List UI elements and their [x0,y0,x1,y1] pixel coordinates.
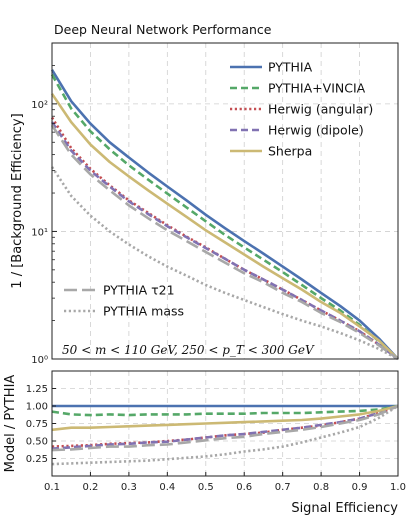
bottom-xtick-label: 0.4 [159,482,175,493]
bottom-xtick-label: 0.6 [236,482,252,493]
top-series-herwig-angular [50,116,399,361]
top-y-axis-label: 1 / [Background Efficiency] [10,113,25,288]
legend-label-herwig-dipole: Herwig (dipole) [268,123,364,138]
legend-label-herwig-angular: Herwig (angular) [268,102,373,117]
bottom-ytick-label: 0.25 [26,454,48,465]
chart-title: Deep Neural Network Performance [54,22,272,37]
legend-label-pythia-mass: PYTHIA mass [103,304,184,319]
bottom-series-pythia-21 [51,404,399,452]
bottom-ytick-label: 0.50 [26,437,48,448]
bottom-xtick-label: 0.7 [275,482,291,493]
top-panel: 10⁰ 10¹ 10² Deep Neural Network Performance… [10,22,399,366]
top-ytick-label: 10⁰ [31,355,48,366]
bottom-xtick-label: 0.9 [352,482,368,493]
top-ytick-label: 10² [31,100,48,111]
legend-label-pythia-21: PYTHIA τ21 [103,283,175,298]
top-series-pythia [50,69,399,360]
bottom-series-herwig-dipole [51,404,399,450]
bottom-xtick-label: 0.8 [313,482,329,493]
top-ytick-label: 10¹ [31,227,48,238]
bottom-series-pythia-vincia [51,404,399,417]
bottom-xtick-label: 0.1 [44,482,60,493]
legend-label-pythia-vincia: PYTHIA+VINCIA [268,81,366,96]
bottom-xtick-label: 1.0 [390,482,406,493]
bottom-series-sherpa [51,404,399,432]
kinematic-cut-annotation: 50 < m < 110 GeV, 250 < p_T < 300 GeV [62,343,315,357]
bottom-ytick-label: 1.00 [26,402,48,413]
top-series-pythia-vincia [50,73,399,360]
bottom-xtick-label: 0.2 [82,482,98,493]
legend-label-pythia: PYTHIA [268,60,313,75]
bottom-ytick-label: 1.25 [26,384,48,395]
bottom-xtick-label: 0.3 [121,482,137,493]
bottom-panel: 0.25 0.50 0.75 1.00 1.25 0.1 0.2 0.3 0.4 0.5 0.6 0.… [3,370,406,516]
bottom-series-pythia-mass [51,404,399,466]
bottom-ytick-label: 0.75 [26,419,48,430]
bottom-xtick-label: 0.5 [198,482,214,493]
top-series-pythia-21 [50,124,399,361]
top-series-sherpa [50,93,399,360]
x-axis-label: Signal Efficiency [291,501,398,516]
top-axes-frame [51,42,399,360]
bottom-y-axis-label: Model / PYTHIA [3,375,18,473]
legend-label-sherpa: Sherpa [268,144,312,159]
top-series-pythia-mass [50,166,399,361]
